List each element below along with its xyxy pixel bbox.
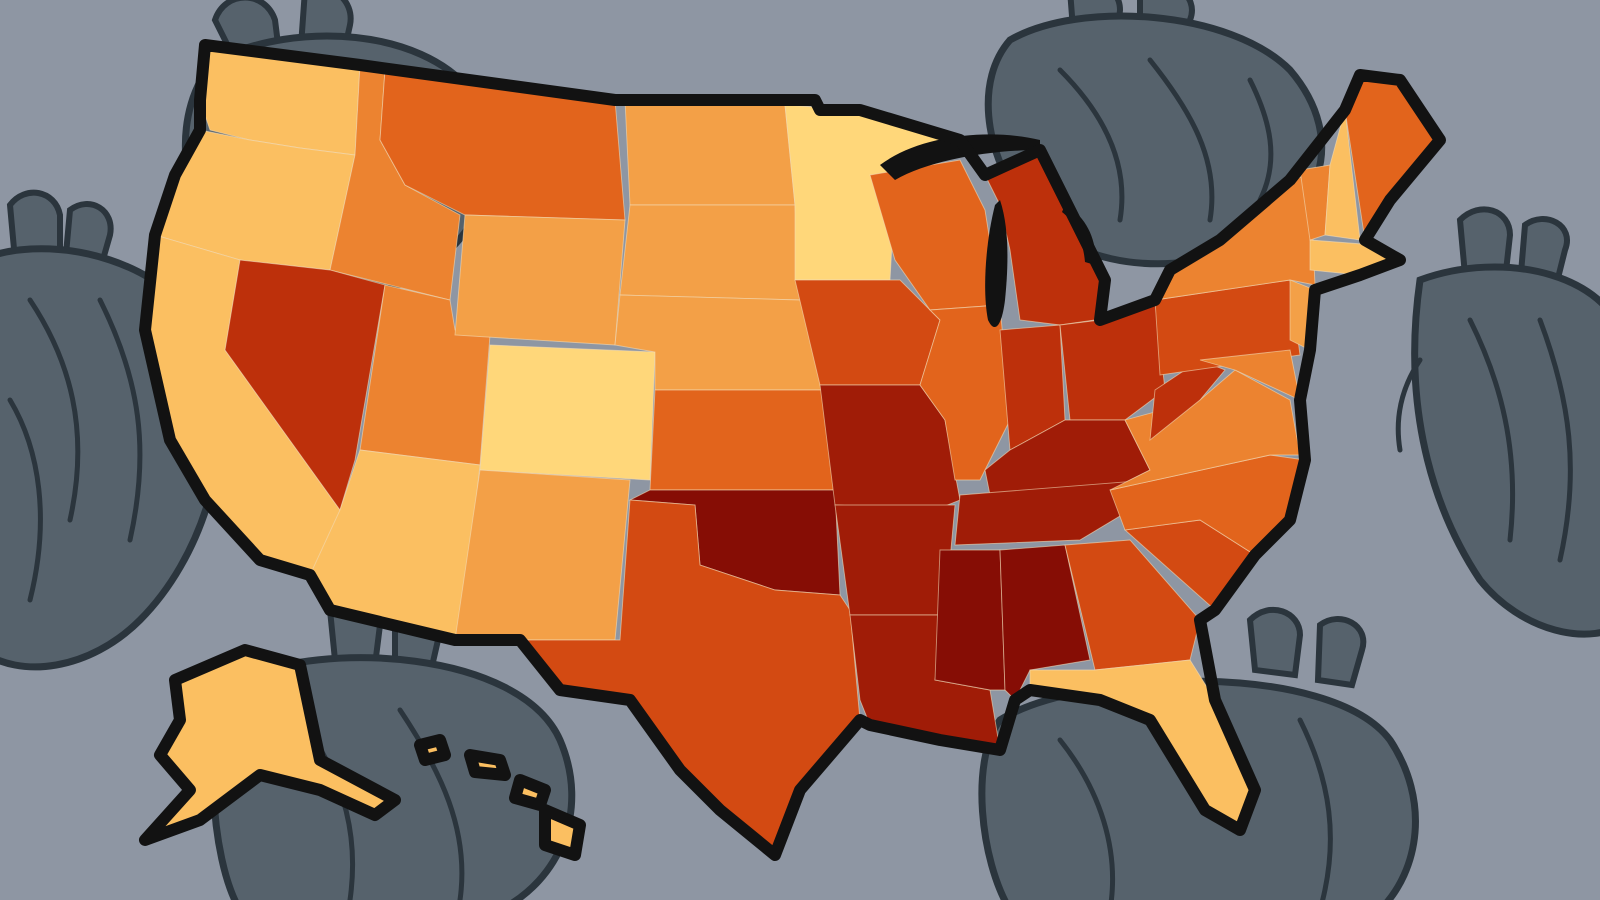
state-nv [224, 259, 386, 512]
hawaii-outline [414, 734, 586, 861]
state-nm [454, 469, 631, 641]
state-nd [624, 99, 796, 206]
state-ga [1064, 539, 1201, 671]
contiguous-us-outline [139, 39, 1446, 861]
alaska-outline [139, 644, 401, 846]
state-co [479, 344, 656, 481]
state-tn [954, 479, 1151, 546]
state-ar [834, 504, 956, 616]
heart-icon [1395, 206, 1600, 638]
state-ms [934, 549, 1006, 691]
state-sd [619, 204, 801, 301]
country-outline [139, 39, 1446, 861]
lake-superior [880, 134, 1040, 180]
us-map [144, 44, 1441, 856]
state-wy [454, 214, 626, 346]
lake-michigan [985, 200, 1008, 328]
state-ks [649, 389, 836, 491]
